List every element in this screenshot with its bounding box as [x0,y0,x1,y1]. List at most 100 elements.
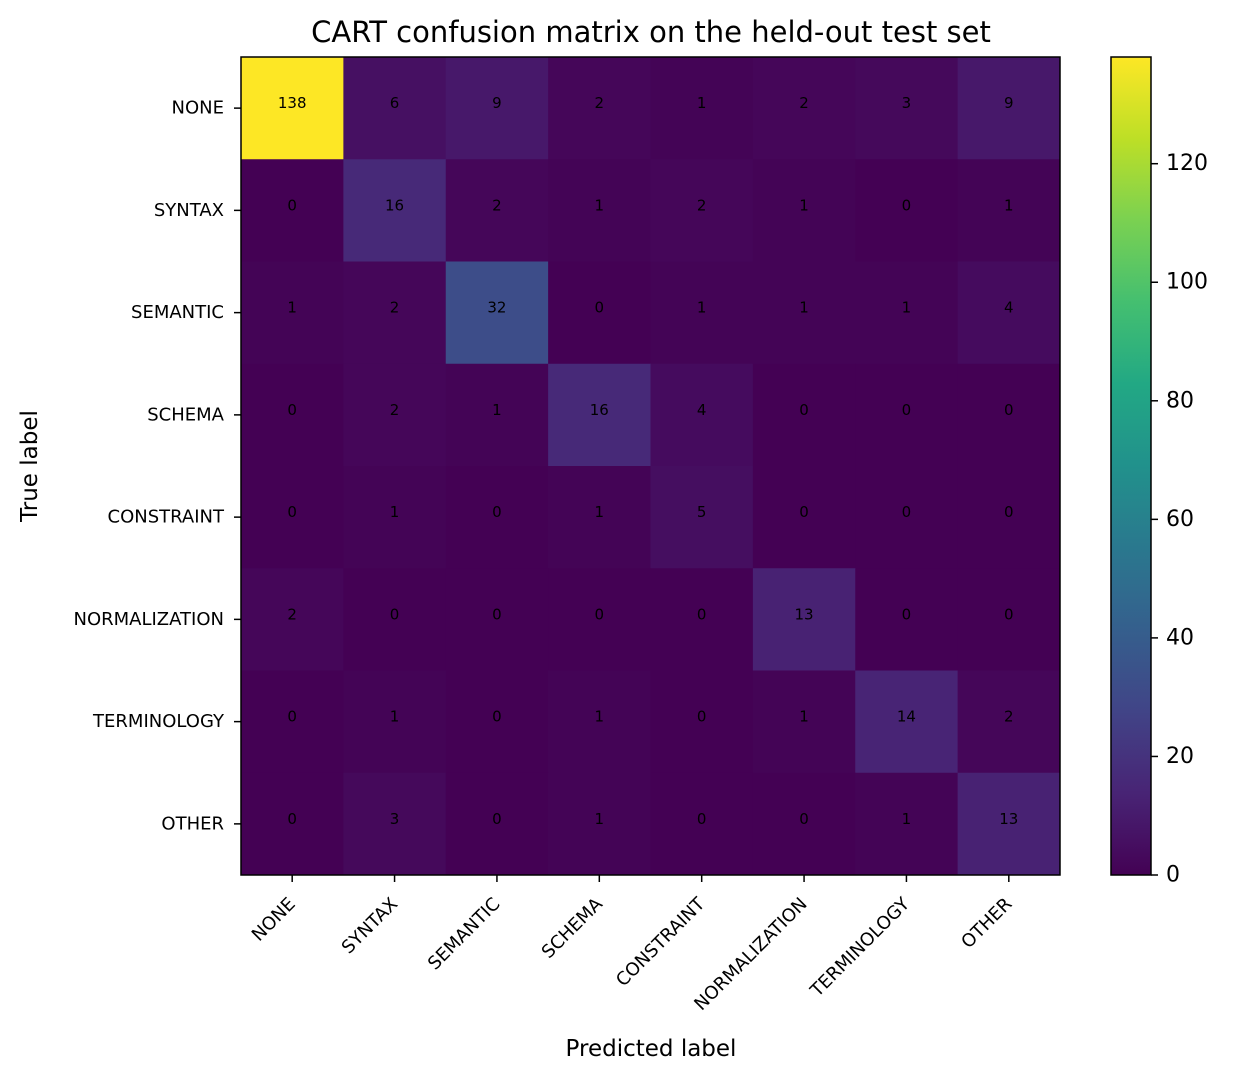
heatmap-cell [548,466,651,569]
heatmap-cell [548,57,651,160]
heatmap-cell [855,363,959,467]
heatmap-cell [855,159,959,262]
heatmap-cell [343,363,447,467]
heatmap-cell [957,159,1061,262]
heatmap-cell [445,261,549,365]
heatmap-cell [752,568,856,671]
cell-value-label: 1 [799,196,809,214]
heatmap-cell [548,159,651,262]
cell-value-label: 1 [902,299,912,317]
heatmap-cell [650,159,754,262]
cell-value-label: 0 [1004,605,1014,623]
cell-value-label: 13 [795,605,814,623]
heatmap-cell [241,466,344,569]
y-axis-ticks: NONE SYNTAX SEMANTIC SCHEMA CONSTRAINT NORMAL… [73,98,241,834]
cell-value-label: 4 [697,401,707,419]
cell-value-label: 1 [390,708,400,726]
cell-value-label: 3 [390,810,400,828]
cell-value-label: 0 [492,708,502,726]
heatmap-cell [445,568,549,671]
heatmap-cell [445,670,549,774]
cell-value-label: 0 [902,196,912,214]
cell-value-label: 0 [799,401,809,419]
cell-value-label: 0 [1004,401,1014,419]
x-tick-label: OTHER [957,894,1016,953]
x-tick-label: SYNTAX [338,894,402,958]
heatmap-cell [343,568,447,671]
cell-value-label: 32 [487,299,506,317]
heatmap-cell [752,261,856,365]
heatmap-cell [752,466,856,569]
heatmap-cell [957,466,1061,569]
colorbar-tick-label: 80 [1166,388,1194,413]
cell-value-label: 1 [697,94,707,112]
cell-value-label: 0 [287,810,297,828]
x-tick-label: NONE [248,894,300,946]
heatmap-cell [957,57,1061,160]
cell-value-label: 0 [799,503,809,521]
x-tick-label: CONSTRAINT [612,893,710,991]
cell-value-label: 2 [595,94,605,112]
cell-value-label: 6 [390,94,400,112]
cell-value-label: 0 [1004,503,1014,521]
colorbar-tick-label: 120 [1166,151,1208,176]
cell-value-label: 0 [595,299,605,317]
heatmap-cell [752,57,856,160]
cell-value-label: 2 [390,401,400,419]
heatmap-cell [855,670,959,774]
x-tick-label: TERMINOLOGY [806,893,915,1002]
colorbar-tick-label: 0 [1166,863,1180,888]
cell-value-label: 1 [595,196,605,214]
cell-value-label: 0 [902,401,912,419]
cell-value-label: 3 [902,94,912,112]
heatmap-cell [855,57,959,160]
heatmap-cell [752,159,856,262]
cell-value-label: 2 [1004,708,1014,726]
y-tick-label: SCHEMA [147,404,224,425]
cell-value-label: 2 [390,299,400,317]
chart-title: CART confusion matrix on the held-out te… [311,15,991,49]
cell-value-label: 1 [390,503,400,521]
cell-value-label: 0 [492,503,502,521]
colorbar-ticks: 0 20 40 60 80 100 120 [1151,151,1208,888]
heatmap-cell [752,670,856,774]
cell-value-label: 0 [287,196,297,214]
colorbar [1110,56,1152,876]
cell-value-label: 16 [385,196,404,214]
colorbar-tick-label: 60 [1166,507,1194,532]
heatmap-cell [650,261,754,365]
heatmap-cell [343,670,447,774]
cell-value-label: 9 [492,94,502,112]
heatmap-cell [650,568,754,671]
cell-value-label: 1 [492,401,502,419]
cell-value-label: 0 [799,810,809,828]
colorbar-tick-label: 40 [1166,625,1194,650]
cell-value-label: 0 [287,503,297,521]
cell-value-label: 0 [697,605,707,623]
heatmap-cell [752,772,856,876]
heatmap-cell [650,670,754,774]
heatmap-cell [957,772,1061,876]
cell-value-label: 0 [697,708,707,726]
heatmap-cell [241,772,344,876]
plot-frame [240,56,1061,876]
y-tick-label: SYNTAX [154,200,224,221]
cell-value-label: 2 [492,196,502,214]
heatmap-cell [343,466,447,569]
heatmap-cell [241,568,344,671]
cell-value-label: 2 [697,196,707,214]
heatmap-cell [343,159,447,262]
heatmap-cell [343,261,447,365]
heatmap-cell [241,57,344,160]
cell-value-label: 0 [492,810,502,828]
heatmap-cell [650,466,754,569]
cell-value-label: 138 [278,94,307,112]
heatmap-cell [241,159,344,262]
cell-value-label: 0 [697,810,707,828]
heatmap-cell [752,363,856,467]
y-axis-label: True label [17,410,43,523]
y-tick-label: NONE [172,98,224,119]
colorbar-tick-label: 100 [1166,270,1208,295]
heatmap-cell [343,772,447,876]
